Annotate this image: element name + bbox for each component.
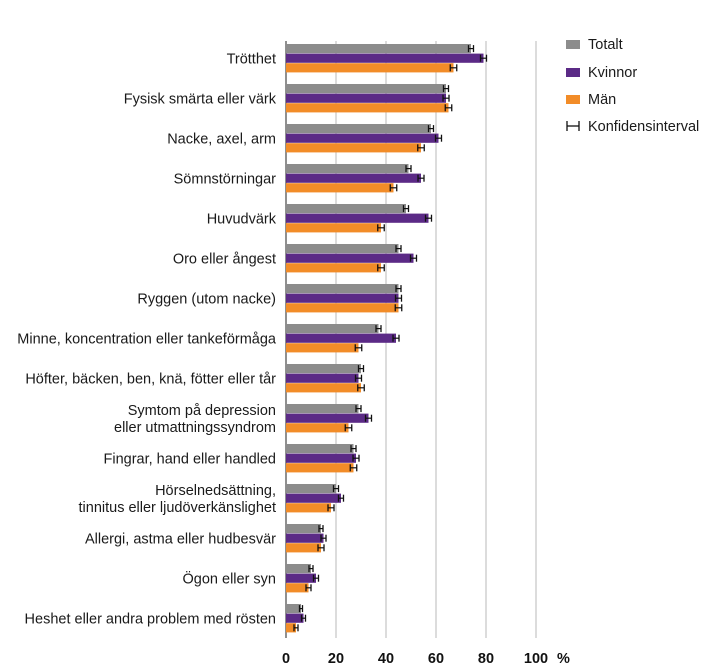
bar-män xyxy=(286,463,354,473)
bar-totalt xyxy=(286,164,409,174)
bar-kvinnor xyxy=(286,253,414,263)
bar-män xyxy=(286,63,454,73)
category-label: tinnitus eller ljudöverkänslighet xyxy=(79,500,276,516)
category-label: Sömnstörningar xyxy=(174,171,277,187)
bar-totalt xyxy=(286,364,361,374)
legend-swatch xyxy=(566,40,580,49)
category-label: Ryggen (utom nacke) xyxy=(137,291,276,307)
category-label: Fysisk smärta eller värk xyxy=(124,91,277,107)
bar-män xyxy=(286,223,381,233)
bar-män xyxy=(286,303,399,313)
bar-kvinnor xyxy=(286,453,356,463)
bar-kvinnor xyxy=(286,533,324,543)
category-label: Minne, koncentration eller tankeförmåga xyxy=(17,331,277,347)
bar-totalt xyxy=(286,84,446,94)
bar-totalt xyxy=(286,444,354,454)
bar-män xyxy=(286,343,359,353)
bar-kvinnor xyxy=(286,613,304,623)
bar-kvinnor xyxy=(286,493,341,503)
bar-män xyxy=(286,143,421,153)
bar-totalt xyxy=(286,204,406,214)
bars xyxy=(286,44,484,633)
legend-swatch xyxy=(566,95,580,104)
error-bars xyxy=(293,45,488,632)
bar-män xyxy=(286,383,361,393)
tick-label: 100 xyxy=(524,651,548,667)
bar-kvinnor xyxy=(286,413,369,423)
bar-totalt xyxy=(286,604,301,614)
bar-totalt xyxy=(286,284,399,294)
bar-totalt xyxy=(286,44,471,54)
bar-kvinnor xyxy=(286,133,439,143)
bar-totalt xyxy=(286,324,379,334)
bar-män xyxy=(286,623,296,633)
bar-totalt xyxy=(286,564,311,574)
bar-kvinnor xyxy=(286,573,316,583)
legend-swatch xyxy=(566,68,580,77)
bar-kvinnor xyxy=(286,373,359,383)
bar-totalt xyxy=(286,524,321,534)
bar-totalt xyxy=(286,244,399,254)
category-label: Allergi, astma eller hudbesvär xyxy=(85,531,276,547)
legend-label: Konfidensinterval xyxy=(588,119,699,135)
category-label: Fingrar, hand eller handled xyxy=(103,451,276,467)
bar-kvinnor xyxy=(286,93,446,103)
bar-kvinnor xyxy=(286,293,399,303)
category-label: Oro eller ångest xyxy=(173,251,276,267)
bar-män xyxy=(286,543,321,553)
bar-kvinnor xyxy=(286,53,484,63)
category-label: Höfter, bäcken, ben, knä, fötter eller t… xyxy=(25,371,276,387)
category-label: Ögon eller syn xyxy=(183,569,277,587)
legend: Totalt Kvinnor Män Konfidensinterval xyxy=(566,37,699,135)
category-label: Huvudvärk xyxy=(207,211,277,227)
bar-män xyxy=(286,503,331,513)
tick-label: 40 xyxy=(378,651,394,667)
bar-män xyxy=(286,583,309,593)
bar-kvinnor xyxy=(286,173,421,183)
category-label: Symtom på depression xyxy=(128,403,276,419)
bar-män xyxy=(286,103,449,113)
bar-totalt xyxy=(286,484,336,494)
bar-kvinnor xyxy=(286,333,396,343)
bar-män xyxy=(286,263,381,273)
category-label: eller utmattningssyndrom xyxy=(114,420,276,436)
category-label: Heshet eller andra problem med rösten xyxy=(25,611,276,627)
bar-totalt xyxy=(286,124,431,134)
legend-label: Män xyxy=(588,92,616,108)
category-label: Hörselnedsättning, xyxy=(155,483,276,499)
category-label: Trötthet xyxy=(227,51,276,67)
tick-label: 80 xyxy=(478,651,494,667)
bar-totalt xyxy=(286,404,359,414)
x-axis-ticks: 0 20 40 60 80 100% xyxy=(282,651,570,667)
tick-label: 60 xyxy=(428,651,444,667)
bar-män xyxy=(286,183,394,193)
legend-label: Totalt xyxy=(588,37,623,53)
bar-män xyxy=(286,423,349,433)
bar-kvinnor xyxy=(286,213,429,223)
tick-label: 0 xyxy=(282,651,290,667)
tick-label: 20 xyxy=(328,651,344,667)
category-label: Nacke, axel, arm xyxy=(167,131,276,147)
unit-label: % xyxy=(557,651,570,667)
legend-label: Kvinnor xyxy=(588,65,637,81)
category-labels: Trötthet Fysisk smärta eller värk Nacke, a… xyxy=(17,51,277,627)
